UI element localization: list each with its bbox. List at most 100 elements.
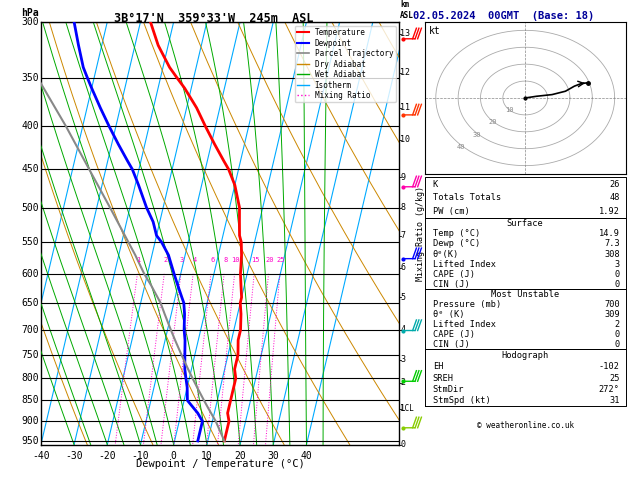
Text: 3B°17'N  359°33'W  245m  ASL: 3B°17'N 359°33'W 245m ASL — [114, 12, 314, 25]
Text: 10: 10 — [231, 258, 240, 263]
Text: PW (cm): PW (cm) — [433, 208, 469, 216]
Text: 11: 11 — [400, 104, 410, 112]
Legend: Temperature, Dewpoint, Parcel Trajectory, Dry Adiabat, Wet Adiabat, Isotherm, Mi: Temperature, Dewpoint, Parcel Trajectory… — [295, 26, 396, 103]
Text: CIN (J): CIN (J) — [433, 341, 469, 349]
Text: -102: -102 — [599, 363, 620, 371]
Text: 20: 20 — [489, 120, 498, 125]
Text: hPa: hPa — [21, 8, 39, 18]
Text: 0: 0 — [170, 451, 177, 461]
Text: StmDir: StmDir — [433, 385, 464, 394]
Text: -40: -40 — [32, 451, 50, 461]
Text: Mixing Ratio (g/kg): Mixing Ratio (g/kg) — [416, 186, 425, 281]
Text: 350: 350 — [21, 73, 39, 83]
Text: 40: 40 — [301, 451, 313, 461]
Text: 13: 13 — [400, 29, 410, 38]
Text: 950: 950 — [21, 436, 39, 446]
Text: 7: 7 — [400, 231, 405, 240]
Text: 31: 31 — [610, 396, 620, 405]
Text: CAPE (J): CAPE (J) — [433, 270, 475, 279]
Text: 7.3: 7.3 — [604, 240, 620, 248]
Text: 700: 700 — [21, 325, 39, 335]
Text: 10: 10 — [505, 107, 513, 113]
Text: 800: 800 — [21, 373, 39, 383]
Text: -10: -10 — [131, 451, 149, 461]
Text: SREH: SREH — [433, 374, 454, 382]
Text: 750: 750 — [21, 350, 39, 360]
Text: 2: 2 — [615, 320, 620, 330]
Text: Lifted Index: Lifted Index — [433, 260, 496, 269]
Text: 2: 2 — [400, 379, 405, 387]
Text: -30: -30 — [65, 451, 83, 461]
Text: 500: 500 — [21, 203, 39, 212]
Text: kt: kt — [428, 26, 440, 36]
Text: Pressure (mb): Pressure (mb) — [433, 300, 501, 309]
Text: 0: 0 — [400, 440, 405, 449]
Text: 25: 25 — [277, 258, 285, 263]
Text: 25: 25 — [610, 374, 620, 382]
Text: CAPE (J): CAPE (J) — [433, 330, 475, 339]
Text: Dewp (°C): Dewp (°C) — [433, 240, 480, 248]
Text: 272°: 272° — [599, 385, 620, 394]
Text: Most Unstable: Most Unstable — [491, 290, 559, 299]
Text: 15: 15 — [251, 258, 259, 263]
Text: 2: 2 — [164, 258, 168, 263]
Text: © weatheronline.co.uk: © weatheronline.co.uk — [477, 421, 574, 430]
Text: 10: 10 — [201, 451, 213, 461]
Text: StmSpd (kt): StmSpd (kt) — [433, 396, 491, 405]
Text: 600: 600 — [21, 269, 39, 279]
Text: CIN (J): CIN (J) — [433, 280, 469, 289]
Text: 8: 8 — [400, 203, 405, 212]
Text: 30: 30 — [472, 132, 481, 138]
Text: 26: 26 — [610, 180, 620, 189]
Text: Totals Totals: Totals Totals — [433, 193, 501, 203]
Text: 308: 308 — [604, 250, 620, 259]
Text: 309: 309 — [604, 310, 620, 319]
Text: 12: 12 — [400, 68, 410, 77]
Text: 700: 700 — [604, 300, 620, 309]
Text: 5: 5 — [400, 293, 405, 302]
Text: 1.92: 1.92 — [599, 208, 620, 216]
Text: 30: 30 — [267, 451, 279, 461]
Text: 20: 20 — [234, 451, 246, 461]
Text: 4: 4 — [400, 325, 405, 334]
Text: Lifted Index: Lifted Index — [433, 320, 496, 330]
Text: 3: 3 — [615, 260, 620, 269]
Text: Temp (°C): Temp (°C) — [433, 229, 480, 238]
Text: 3: 3 — [400, 355, 405, 364]
Text: 0: 0 — [615, 330, 620, 339]
Text: 3: 3 — [180, 258, 184, 263]
Text: EH: EH — [433, 363, 443, 371]
Text: 6: 6 — [400, 263, 405, 272]
Text: -20: -20 — [99, 451, 116, 461]
Text: 550: 550 — [21, 237, 39, 247]
Text: 0: 0 — [615, 270, 620, 279]
Text: 650: 650 — [21, 298, 39, 308]
Text: 9: 9 — [400, 173, 405, 182]
Text: 850: 850 — [21, 396, 39, 405]
Text: 400: 400 — [21, 122, 39, 131]
Text: 10: 10 — [400, 135, 410, 144]
Text: 300: 300 — [21, 17, 39, 27]
Text: 02.05.2024  00GMT  (Base: 18): 02.05.2024 00GMT (Base: 18) — [413, 11, 594, 21]
Text: 4: 4 — [192, 258, 196, 263]
Text: 1: 1 — [136, 258, 141, 263]
Text: km
ASL: km ASL — [400, 0, 414, 20]
Text: θᵉ (K): θᵉ (K) — [433, 310, 464, 319]
Text: K: K — [433, 180, 438, 189]
Text: Hodograph: Hodograph — [501, 351, 549, 360]
Text: Surface: Surface — [507, 219, 543, 228]
Text: 0: 0 — [615, 280, 620, 289]
Text: θᵉ(K): θᵉ(K) — [433, 250, 459, 259]
Text: 450: 450 — [21, 164, 39, 174]
Text: 1: 1 — [400, 404, 405, 414]
X-axis label: Dewpoint / Temperature (°C): Dewpoint / Temperature (°C) — [136, 459, 304, 469]
Text: 6: 6 — [210, 258, 214, 263]
Text: LCL: LCL — [400, 404, 414, 414]
Text: 900: 900 — [21, 416, 39, 426]
Text: 20: 20 — [265, 258, 274, 263]
Text: 0: 0 — [615, 341, 620, 349]
Text: 8: 8 — [223, 258, 227, 263]
Text: 48: 48 — [610, 193, 620, 203]
Text: 40: 40 — [457, 144, 465, 150]
Text: 14.9: 14.9 — [599, 229, 620, 238]
